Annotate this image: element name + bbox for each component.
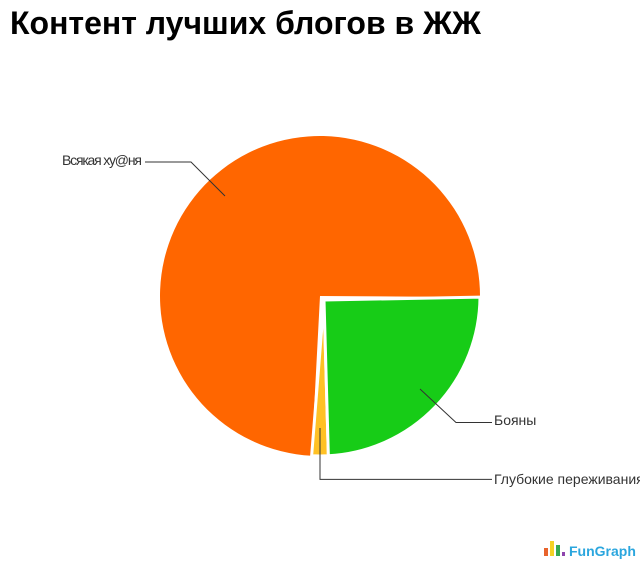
svg-text:Всякая ху@ня: Всякая ху@ня	[62, 152, 141, 168]
svg-text:Бояны: Бояны	[494, 412, 536, 428]
svg-text:FunGraph: FunGraph	[569, 543, 636, 559]
svg-text:Глубокие переживания: Глубокие переживания	[494, 471, 640, 487]
